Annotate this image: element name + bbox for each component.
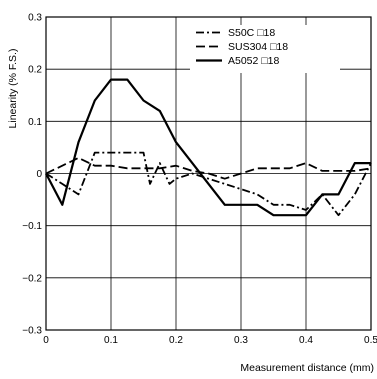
y-tick-label: 0.3	[28, 13, 42, 24]
legend-label: S50C □18	[228, 27, 275, 39]
y-axis-ticks: −0.3 −0.2 −0.1 0 0.1 0.2 0.3	[22, 13, 42, 337]
x-tick-label: 0.3	[234, 335, 248, 346]
legend-label: A5052 □18	[228, 55, 279, 67]
x-tick-label: 0.5	[364, 335, 377, 346]
x-tick-label: 0.2	[169, 335, 183, 346]
legend: S50C □18 SUS304 □18 A5052 □18	[190, 25, 340, 73]
x-axis-ticks: 0 0.1 0.2 0.3 0.4 0.5	[43, 335, 377, 346]
series-line-1	[45, 151, 372, 217]
y-tick-label: −0.3	[22, 326, 42, 337]
y-axis-label: Linearity (% F.S.)	[7, 49, 19, 129]
y-tick-label: −0.1	[22, 221, 42, 232]
series-line-3	[45, 78, 371, 217]
y-tick-label: −0.2	[22, 273, 42, 284]
series-line-2	[45, 157, 372, 180]
y-tick-label: 0.1	[28, 117, 42, 128]
x-tick-label: 0	[43, 335, 49, 346]
x-tick-label: 0.1	[104, 335, 118, 346]
y-tick-label: 0	[36, 169, 42, 180]
x-tick-label: 0.4	[299, 335, 313, 346]
series-layer	[45, 78, 372, 217]
y-tick-label: 0.2	[28, 65, 42, 76]
legend-label: SUS304 □18	[228, 41, 288, 53]
x-axis-label: Measurement distance (mm)	[240, 362, 374, 374]
